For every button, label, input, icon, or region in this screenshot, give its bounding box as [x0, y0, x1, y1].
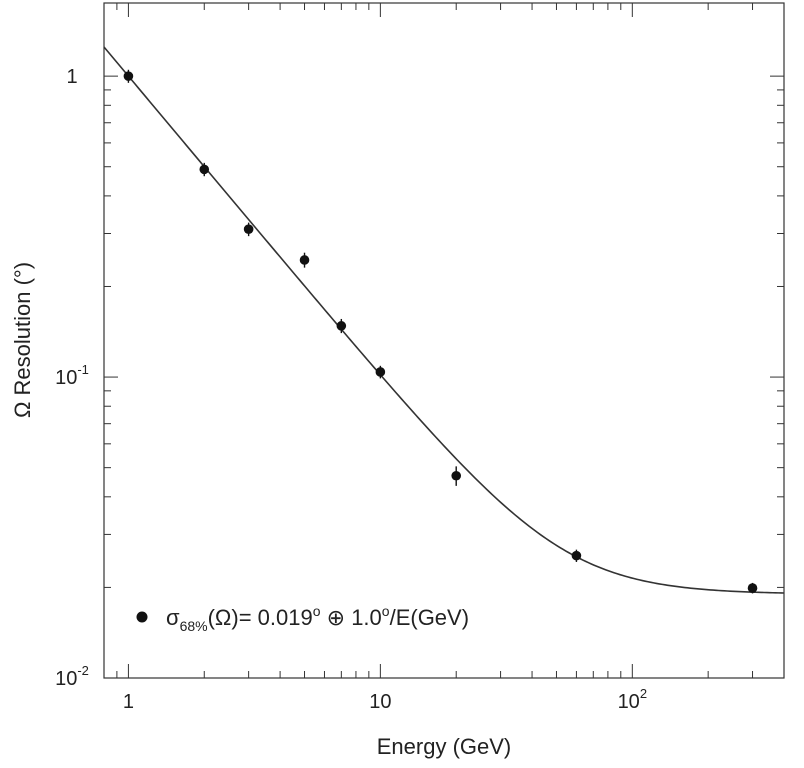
data-point [451, 470, 462, 481]
y-tick-label: 10-1 [55, 362, 89, 389]
legend-oplus: ⊕ 1.0 [321, 605, 382, 630]
legend-marker [136, 611, 148, 623]
data-point [375, 367, 386, 377]
y-tick-label: 10-2 [55, 663, 89, 690]
data-point [299, 255, 310, 265]
x-tick-label: 10 [369, 691, 391, 713]
legend-subscript: 68% [180, 618, 208, 634]
legend-text-a: (Ω)= 0.019 [208, 605, 313, 630]
y-axis-title: Ω Resolution (°) [10, 262, 35, 418]
data-point [123, 71, 134, 81]
x-tick-label: 1 [123, 691, 134, 713]
data-point [336, 321, 347, 331]
axis-tick-labels: 1 10 102 10-2 10-1 1 [55, 66, 647, 713]
data-point [571, 550, 582, 561]
plot-frame [103, 2, 785, 679]
x-tick-label: 102 [618, 686, 647, 713]
legend-degree-2: o [382, 603, 390, 619]
axis-ticks [103, 3, 785, 679]
legend-degree-1: o [313, 603, 321, 619]
legend-formula: σ68%(Ω)= 0.019o ⊕ 1.0o/E(GeV) [166, 603, 469, 634]
data-point [199, 164, 210, 175]
data-point [243, 224, 254, 235]
fit-curve [103, 46, 785, 594]
legend-sigma: σ [166, 605, 180, 630]
legend: σ68%(Ω)= 0.019o ⊕ 1.0o/E(GeV) [136, 603, 469, 634]
data-point [747, 583, 758, 593]
legend-text-b: /E(GeV) [390, 605, 469, 630]
x-axis-title: Energy (GeV) [377, 734, 512, 759]
y-tick-label: 1 [66, 66, 77, 88]
data-points [123, 69, 758, 594]
